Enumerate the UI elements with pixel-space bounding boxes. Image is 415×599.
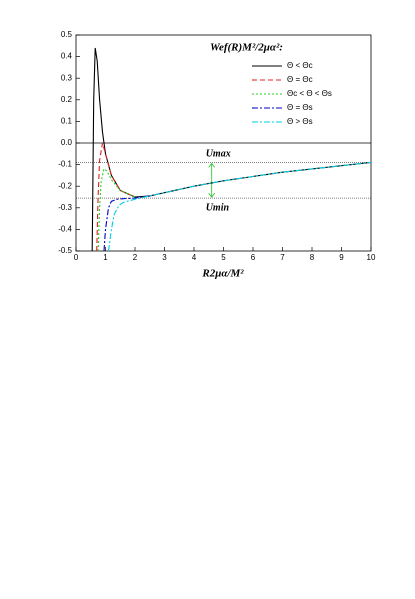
y-tick-label: 0.3: [61, 73, 73, 82]
x-tick-label: 5: [221, 253, 226, 262]
x-tick-label: 2: [133, 253, 138, 262]
y-tick-label: -0.5: [58, 246, 72, 255]
x-tick-label: 8: [310, 253, 315, 262]
series-line: [107, 161, 371, 251]
y-tick-label: -0.3: [58, 203, 72, 212]
x-tick-label: 3: [162, 253, 167, 262]
legend-label: Θ < Θc: [287, 61, 313, 70]
series-line: [91, 47, 371, 251]
legend-label: Θc < Θ < Θs: [287, 89, 332, 98]
x-tick-label: 4: [192, 253, 197, 262]
x-tick-label: 9: [339, 253, 344, 262]
x-tick-label: 1: [103, 253, 108, 262]
y-tick-label: -0.4: [58, 225, 72, 234]
x-tick-label: 10: [367, 253, 376, 262]
legend-label: Θ = Θs: [287, 103, 313, 112]
x-axis-label: R2μα/M²: [201, 268, 244, 280]
y-tick-label: -0.1: [58, 160, 72, 169]
x-tick-label: 0: [74, 253, 79, 262]
x-tick-label: 6: [251, 253, 256, 262]
y-tick-label: 0.0: [61, 138, 73, 147]
annotation: Umax: [206, 149, 231, 160]
series-line: [103, 195, 150, 251]
arrow-head: [208, 162, 216, 198]
y-tick-label: 0.4: [61, 52, 73, 61]
legend-label: Θ = Θc: [287, 75, 313, 84]
series-line: [96, 142, 136, 251]
y-tick-label: 0.5: [61, 30, 73, 39]
chart-title: Wef(R)M²/2μα²:: [210, 42, 283, 54]
series-line: [97, 167, 136, 251]
annotation: Umin: [206, 202, 230, 213]
y-tick-label: 0.2: [61, 95, 73, 104]
y-tick-label: -0.2: [58, 181, 72, 190]
x-tick-label: 7: [280, 253, 285, 262]
y-tick-label: 0.1: [61, 117, 73, 126]
legend-label: Θ > Θs: [287, 117, 313, 126]
